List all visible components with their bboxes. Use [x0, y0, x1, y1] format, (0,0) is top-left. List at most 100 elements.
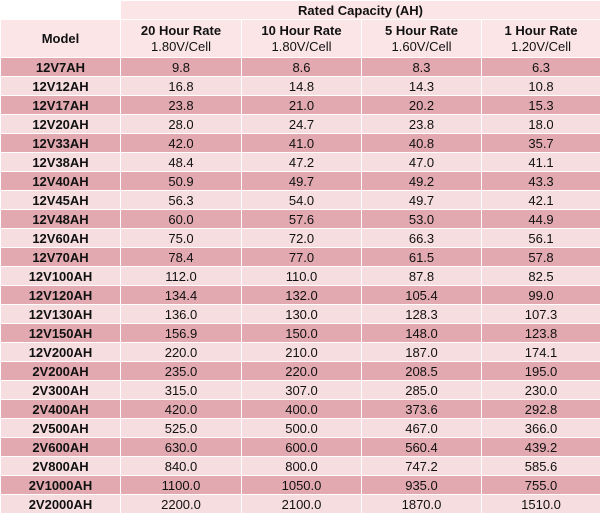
table-row: 12V120AH 134.4 132.0 105.4 99.0: [0, 285, 600, 305]
capacity-1h-cell: 366.0: [480, 418, 600, 438]
capacity-20h-cell: 630.0: [120, 437, 242, 457]
capacity-1h-cell: 292.8: [480, 399, 600, 419]
table-row: 12V48AH 60.0 57.6 53.0 44.9: [0, 209, 600, 229]
capacity-5h-cell: 935.0: [361, 475, 482, 495]
voltage-label: 1.80V/Cell: [271, 38, 332, 54]
table-row: 12V7AH 9.8 8.6 8.3 6.3: [0, 57, 600, 77]
capacity-1h-cell: 195.0: [480, 361, 600, 381]
capacity-1h-cell: 585.6: [480, 456, 600, 476]
model-cell: 2V400AH: [0, 399, 121, 419]
capacity-1h-cell: 15.3: [480, 95, 600, 115]
capacity-1h-cell: 107.3: [480, 304, 600, 324]
capacity-5h-cell: 1870.0: [361, 494, 482, 514]
model-cell: 12V20AH: [0, 114, 121, 134]
rate-label: 1 Hour Rate: [504, 22, 578, 38]
model-cell: 12V40AH: [0, 171, 121, 191]
capacity-20h-cell: 134.4: [120, 285, 242, 305]
model-cell: 2V600AH: [0, 437, 121, 457]
capacity-1h-cell: 42.1: [480, 190, 600, 210]
model-cell: 12V45AH: [0, 190, 121, 210]
capacity-1h-cell: 6.3: [480, 57, 600, 77]
capacity-10h-cell: 800.0: [241, 456, 362, 476]
capacity-1h-cell: 35.7: [480, 133, 600, 153]
capacity-20h-cell: 525.0: [120, 418, 242, 438]
capacity-5h-cell: 208.5: [361, 361, 482, 381]
capacity-10h-cell: 400.0: [241, 399, 362, 419]
table-row: 2V600AH 630.0 600.0 560.4 439.2: [0, 437, 600, 457]
capacity-10h-cell: 1050.0: [241, 475, 362, 495]
table-row: 2V200AH 235.0 220.0 208.5 195.0: [0, 361, 600, 381]
model-cell: 12V100AH: [0, 266, 121, 286]
capacity-10h-cell: 77.0: [241, 247, 362, 267]
rate-label: 5 Hour Rate: [385, 22, 458, 38]
column-header-5h: 5 Hour Rate 1.60V/Cell: [361, 19, 482, 58]
blank-corner-cell: [0, 0, 121, 20]
model-cell: 2V500AH: [0, 418, 121, 438]
capacity-10h-cell: 220.0: [241, 361, 362, 381]
model-cell: 12V130AH: [0, 304, 121, 324]
capacity-20h-cell: 1100.0: [120, 475, 242, 495]
model-cell: 2V300AH: [0, 380, 121, 400]
capacity-20h-cell: 136.0: [120, 304, 242, 324]
capacity-1h-cell: 174.1: [480, 342, 600, 362]
capacity-20h-cell: 315.0: [120, 380, 242, 400]
capacity-20h-cell: 220.0: [120, 342, 242, 362]
model-cell: 2V200AH: [0, 361, 121, 381]
capacity-20h-cell: 56.3: [120, 190, 242, 210]
capacity-5h-cell: 285.0: [361, 380, 482, 400]
table-row: 2V300AH 315.0 307.0 285.0 230.0: [0, 380, 600, 400]
capacity-1h-cell: 439.2: [480, 437, 600, 457]
model-cell: 12V200AH: [0, 342, 121, 362]
model-header: Model: [0, 19, 121, 58]
rated-capacity-header: Rated Capacity (AH): [119, 0, 600, 20]
table-row: 12V130AH 136.0 130.0 128.3 107.3: [0, 304, 600, 324]
table-row: 2V2000AH 2200.0 2100.0 1870.0 1510.0: [0, 494, 600, 514]
capacity-20h-cell: 840.0: [120, 456, 242, 476]
capacity-10h-cell: 500.0: [241, 418, 362, 438]
capacity-5h-cell: 747.2: [361, 456, 482, 476]
capacity-10h-cell: 21.0: [241, 95, 362, 115]
capacity-1h-cell: 1510.0: [480, 494, 600, 514]
model-cell: 12V60AH: [0, 228, 121, 248]
capacity-20h-cell: 48.4: [120, 152, 242, 172]
model-cell: 2V800AH: [0, 456, 121, 476]
table-row: 12V40AH 50.9 49.7 49.2 43.3: [0, 171, 600, 191]
capacity-20h-cell: 235.0: [120, 361, 242, 381]
capacity-10h-cell: 24.7: [241, 114, 362, 134]
capacity-10h-cell: 49.7: [241, 171, 362, 191]
capacity-5h-cell: 49.7: [361, 190, 482, 210]
capacity-1h-cell: 41.1: [480, 152, 600, 172]
model-cell: 12V150AH: [0, 323, 121, 343]
rate-label: 20 Hour Rate: [140, 22, 222, 38]
capacity-20h-cell: 112.0: [120, 266, 242, 286]
capacity-20h-cell: 78.4: [120, 247, 242, 267]
capacity-20h-cell: 23.8: [120, 95, 242, 115]
table-row: 12V150AH 156.9 150.0 148.0 123.8: [0, 323, 600, 343]
capacity-5h-cell: 8.3: [361, 57, 482, 77]
table-row: 12V33AH 42.0 41.0 40.8 35.7: [0, 133, 600, 153]
column-header-10h: 10 Hour Rate 1.80V/Cell: [241, 19, 362, 58]
capacity-10h-cell: 57.6: [241, 209, 362, 229]
capacity-5h-cell: 14.3: [361, 76, 482, 96]
capacity-5h-cell: 560.4: [361, 437, 482, 457]
table-row: 12V100AH 112.0 110.0 87.8 82.5: [0, 266, 600, 286]
capacity-5h-cell: 61.5: [361, 247, 482, 267]
capacity-20h-cell: 50.9: [120, 171, 242, 191]
capacity-10h-cell: 150.0: [241, 323, 362, 343]
capacity-5h-cell: 66.3: [361, 228, 482, 248]
voltage-label: 1.20V/Cell: [511, 38, 571, 54]
capacity-20h-cell: 420.0: [120, 399, 242, 419]
table-row: 2V800AH 840.0 800.0 747.2 585.6: [0, 456, 600, 476]
capacity-5h-cell: 53.0: [361, 209, 482, 229]
capacity-20h-cell: 42.0: [120, 133, 242, 153]
voltage-label: 1.80V/Cell: [151, 38, 211, 54]
capacity-20h-cell: 60.0: [120, 209, 242, 229]
capacity-5h-cell: 128.3: [361, 304, 482, 324]
model-cell: 2V1000AH: [0, 475, 121, 495]
capacity-20h-cell: 156.9: [120, 323, 242, 343]
model-cell: 2V2000AH: [0, 494, 121, 514]
capacity-10h-cell: 130.0: [241, 304, 362, 324]
table-row: 12V60AH 75.0 72.0 66.3 56.1: [0, 228, 600, 248]
model-cell: 12V120AH: [0, 285, 121, 305]
model-cell: 12V7AH: [0, 57, 121, 77]
